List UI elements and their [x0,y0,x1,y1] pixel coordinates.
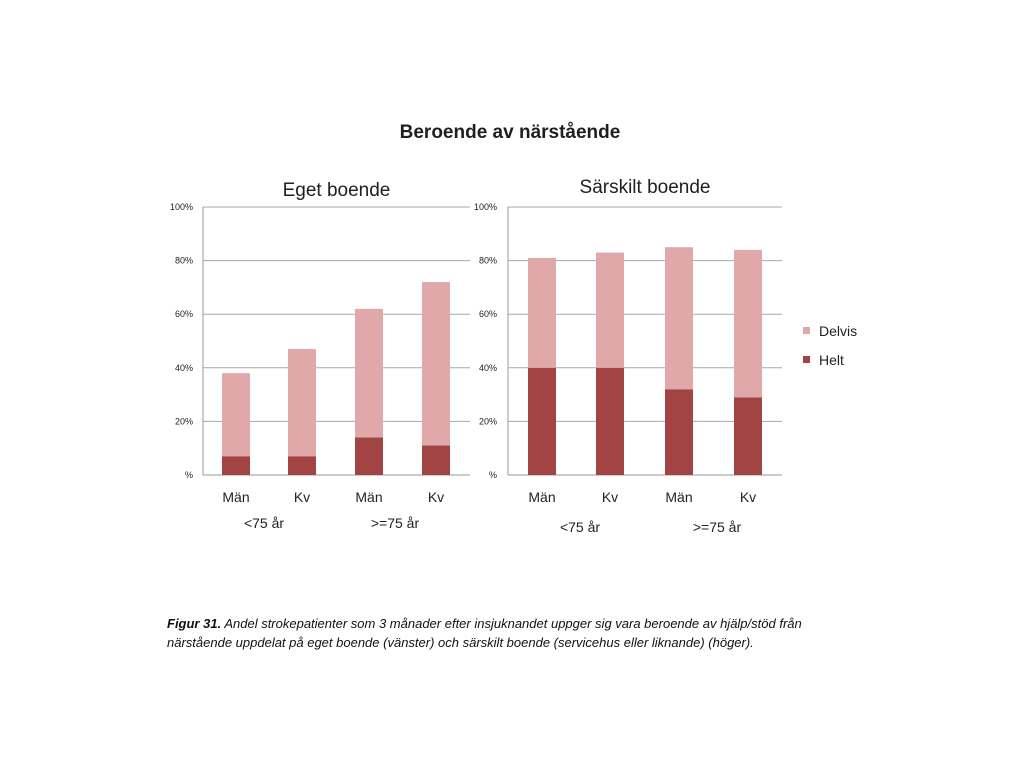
panel2-ytick-label: 60% [479,309,497,319]
figure-caption: Figur 31. Andel strokepatienter som 3 må… [167,614,867,652]
panel2-category-label: Kv [602,489,618,505]
panel2-bar-helt-1 [528,367,556,475]
panel2-bar-delvis-1 [528,257,556,368]
panel1-ytick-label: 60% [175,309,193,319]
panel2-ytick-label: 20% [479,416,497,426]
panel1-bar-delvis-4 [422,282,450,446]
panel1-ytick-label: 80% [175,256,193,266]
panel1-bar-helt-4 [422,445,450,475]
panel2-bar-helt-3 [665,389,693,475]
panel1-ytick-label: % [185,470,193,480]
panel2-category-label: Män [528,489,555,505]
panel1-title: Eget boende [283,180,391,201]
caption-text: Andel strokepatienter som 3 månader efte… [167,616,802,650]
panel2-title: Särskilt boende [580,177,711,198]
caption-label: Figur 31. [167,616,222,631]
panel2-group-label: >=75 år [693,519,742,535]
panel2-bar-helt-4 [734,397,762,475]
panel1-ytick-label: 100% [170,202,193,212]
panel1-category-label: Kv [294,489,310,505]
panel2-bar-delvis-4 [734,249,762,398]
panel1-bar-helt-1 [222,456,250,475]
panel1-category-label: Män [222,489,249,505]
legend-label-helt: Helt [819,351,844,368]
panel2-ytick-label: 100% [474,202,497,212]
panel2-ytick-label: % [489,470,497,480]
panel2-bar-delvis-3 [665,247,693,390]
panel2-ytick-label: 40% [479,363,497,373]
panel2-ytick-label: 80% [479,256,497,266]
main-title: Beroende av närstående [399,122,621,143]
panel1-bar-delvis-2 [288,349,316,457]
panel1-ytick-label: 20% [175,416,193,426]
panel1-category-label: Män [355,489,382,505]
panel2-category-label: Män [665,489,692,505]
panel2-bar-delvis-2 [596,252,624,368]
panel2-category-label: Kv [740,489,756,505]
panel1-group-label: >=75 år [371,515,420,531]
panel1-ytick-label: 40% [175,363,193,373]
panel2-group-label: <75 år [560,519,600,535]
legend-swatch-delvis [803,327,810,334]
legend-item-helt: Helt [803,345,857,374]
panel1-bar-helt-2 [288,456,316,475]
panel1-bar-helt-3 [355,437,383,475]
panel1-bar-delvis-1 [222,373,250,457]
panel1-category-label: Kv [428,489,444,505]
legend-swatch-helt [803,356,810,363]
legend-label-delvis: Delvis [819,322,858,339]
legend: Delvis Helt [803,316,857,374]
legend-item-delvis: Delvis [803,316,857,345]
panel1-bar-delvis-3 [355,308,383,438]
panel1-group-label: <75 år [244,515,284,531]
panel2-bar-helt-2 [596,367,624,475]
